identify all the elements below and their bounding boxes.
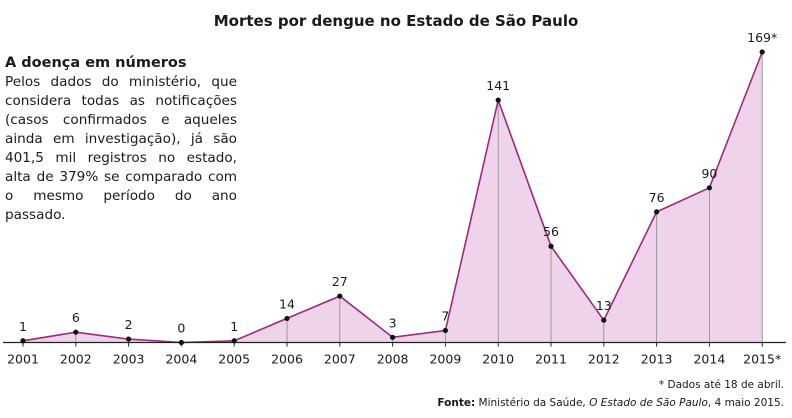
data-point	[706, 185, 713, 191]
x-tick-label: 2014	[693, 352, 725, 367]
x-tick-label: 2005	[218, 352, 250, 367]
data-point	[390, 334, 396, 340]
value-label: 141	[486, 78, 510, 93]
data-point	[442, 327, 448, 334]
value-label: 2	[125, 317, 133, 332]
data-point	[73, 329, 79, 335]
x-tick-label: 2013	[641, 352, 673, 367]
value-label: 13	[596, 298, 612, 313]
data-point	[759, 49, 765, 55]
x-tick-label: 2008	[377, 352, 409, 367]
x-tick-label: 2009	[429, 352, 461, 367]
value-label: 90	[701, 166, 717, 181]
value-label: 3	[389, 315, 397, 330]
x-tick-label: 2015*	[743, 352, 781, 367]
source-label: Fonte:	[437, 397, 476, 409]
value-labels: 1 6 2 0 1 14 27 3 7 141 56 13 76 90 169*	[19, 30, 777, 336]
data-point	[178, 339, 184, 346]
x-tick-label: 2001	[7, 352, 39, 367]
value-label: 1	[19, 319, 27, 334]
data-point	[231, 338, 237, 344]
area-fill	[23, 52, 763, 343]
data-point	[654, 209, 660, 215]
x-tick-label: 2007	[324, 352, 356, 367]
source-text-after: , 4 maio 2015.	[707, 397, 784, 409]
source-italic: O Estado de São Paulo	[589, 397, 708, 409]
info-box-heading: A doença em números	[5, 55, 187, 71]
x-tick-label: 2004	[165, 352, 197, 367]
value-label: 169*	[747, 30, 777, 45]
value-label: 6	[72, 310, 80, 325]
footnote: * Dados até 18 de abril.	[658, 379, 784, 391]
drop-lines	[22, 52, 763, 343]
x-tick-label: 2006	[271, 352, 303, 367]
data-point	[337, 293, 343, 299]
value-label: 56	[543, 224, 559, 239]
chart-title: Mortes por dengue no Estado de São Paulo	[213, 12, 579, 30]
info-box-text: Pelos dados do ministério, que considera…	[5, 74, 237, 223]
data-points	[20, 49, 765, 346]
data-point	[20, 338, 26, 344]
data-point	[495, 97, 501, 103]
x-tick-label: 2010	[482, 352, 514, 367]
data-point	[601, 317, 607, 323]
value-label: 7	[441, 308, 449, 323]
info-box: A doença em números Pelos dados do minis…	[5, 55, 237, 225]
data-point	[284, 315, 290, 322]
source-line: Fonte: Ministério da Saúde, O Estado de …	[437, 397, 784, 409]
value-label: 0	[177, 321, 185, 336]
source-text-before: Ministério da Saúde,	[478, 397, 586, 409]
x-tick-label: 2012	[588, 352, 620, 367]
x-ticks: 2001 2002 2003 2004 2005 2006 2007 2008 2009 2010…	[7, 342, 781, 367]
data-point	[548, 243, 554, 249]
value-label: 27	[332, 274, 348, 289]
value-label: 1	[230, 319, 238, 334]
x-tick-label: 2011	[535, 352, 567, 367]
x-tick-label: 2002	[60, 352, 92, 367]
x-tick-label: 2003	[113, 352, 145, 367]
data-point	[126, 336, 132, 342]
value-label: 14	[279, 296, 295, 311]
value-label: 76	[649, 190, 665, 205]
